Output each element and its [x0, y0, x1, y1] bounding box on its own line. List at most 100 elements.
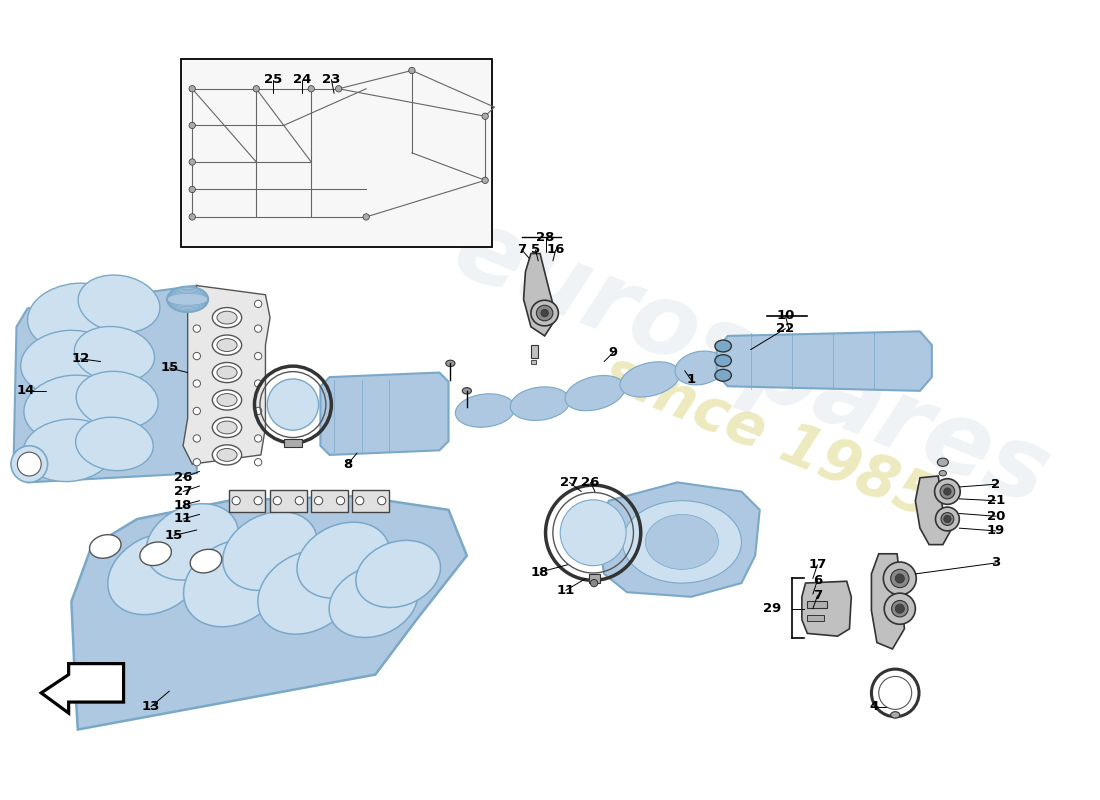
Polygon shape: [600, 482, 760, 597]
Ellipse shape: [455, 394, 515, 427]
Text: 5: 5: [531, 243, 540, 256]
Circle shape: [935, 507, 959, 531]
Circle shape: [254, 300, 262, 307]
Ellipse shape: [715, 370, 732, 382]
Ellipse shape: [646, 514, 718, 570]
Ellipse shape: [620, 362, 680, 397]
Ellipse shape: [462, 388, 472, 394]
Circle shape: [194, 353, 200, 360]
Circle shape: [891, 570, 909, 588]
Text: 7: 7: [517, 243, 526, 256]
Circle shape: [254, 497, 262, 505]
Text: 2: 2: [991, 478, 1001, 490]
Ellipse shape: [715, 340, 732, 352]
Ellipse shape: [891, 712, 900, 718]
Text: eurospares: eurospares: [439, 200, 1062, 527]
Text: 20: 20: [987, 510, 1005, 522]
Polygon shape: [229, 490, 265, 512]
Ellipse shape: [217, 338, 238, 351]
Polygon shape: [72, 496, 466, 730]
Circle shape: [273, 497, 282, 505]
Polygon shape: [311, 490, 348, 512]
Ellipse shape: [356, 540, 440, 607]
Text: 13: 13: [142, 700, 161, 713]
Text: 19: 19: [987, 524, 1005, 538]
Ellipse shape: [76, 371, 158, 429]
Text: 26: 26: [174, 471, 192, 484]
Circle shape: [940, 513, 954, 526]
Ellipse shape: [76, 418, 153, 470]
Bar: [588, 574, 600, 583]
Text: 12: 12: [72, 352, 90, 366]
Ellipse shape: [623, 501, 741, 583]
Text: 8: 8: [343, 458, 352, 470]
Text: 11: 11: [557, 584, 575, 597]
Ellipse shape: [24, 375, 122, 443]
Ellipse shape: [537, 306, 553, 321]
Polygon shape: [352, 490, 389, 512]
Ellipse shape: [212, 335, 242, 355]
Text: 28: 28: [537, 230, 554, 243]
Circle shape: [254, 325, 262, 332]
Ellipse shape: [217, 421, 238, 434]
Circle shape: [253, 86, 260, 92]
Ellipse shape: [939, 470, 946, 476]
Ellipse shape: [23, 419, 114, 482]
Circle shape: [895, 604, 904, 614]
Text: 7: 7: [813, 590, 822, 602]
Polygon shape: [871, 554, 904, 649]
Ellipse shape: [212, 307, 242, 328]
Circle shape: [591, 579, 597, 586]
Circle shape: [884, 593, 915, 624]
Text: 29: 29: [762, 602, 781, 615]
Circle shape: [482, 177, 488, 183]
Polygon shape: [13, 286, 197, 482]
Ellipse shape: [297, 522, 389, 598]
Polygon shape: [717, 331, 932, 391]
Circle shape: [940, 484, 955, 499]
Ellipse shape: [190, 550, 222, 573]
Ellipse shape: [28, 283, 128, 352]
Ellipse shape: [212, 390, 242, 410]
Ellipse shape: [217, 311, 238, 324]
Ellipse shape: [21, 330, 117, 397]
Ellipse shape: [541, 310, 548, 317]
Circle shape: [363, 214, 370, 220]
Circle shape: [189, 214, 196, 220]
Circle shape: [883, 562, 916, 595]
Circle shape: [482, 113, 488, 119]
Bar: [531, 345, 538, 358]
Bar: [807, 602, 827, 608]
Circle shape: [194, 380, 200, 387]
Ellipse shape: [78, 275, 160, 333]
Ellipse shape: [89, 534, 121, 558]
Circle shape: [944, 515, 952, 522]
Ellipse shape: [565, 375, 625, 410]
Circle shape: [232, 497, 240, 505]
Text: 17: 17: [808, 558, 826, 571]
Circle shape: [336, 86, 342, 92]
Circle shape: [560, 500, 626, 566]
Bar: [531, 360, 537, 364]
Bar: [284, 439, 302, 446]
Circle shape: [254, 380, 262, 387]
Circle shape: [189, 186, 196, 193]
Circle shape: [194, 458, 200, 466]
Circle shape: [189, 159, 196, 166]
Text: 23: 23: [322, 73, 341, 86]
Circle shape: [892, 601, 907, 617]
Circle shape: [355, 497, 364, 505]
Circle shape: [194, 300, 200, 307]
Text: 24: 24: [293, 73, 311, 86]
Text: 10: 10: [777, 310, 794, 322]
Circle shape: [11, 446, 47, 482]
Circle shape: [295, 497, 304, 505]
Ellipse shape: [446, 360, 455, 366]
Circle shape: [315, 497, 322, 505]
Circle shape: [409, 67, 415, 74]
Ellipse shape: [146, 504, 239, 580]
Ellipse shape: [675, 351, 726, 385]
Circle shape: [895, 574, 904, 583]
Text: 15: 15: [161, 362, 178, 374]
Ellipse shape: [212, 418, 242, 438]
